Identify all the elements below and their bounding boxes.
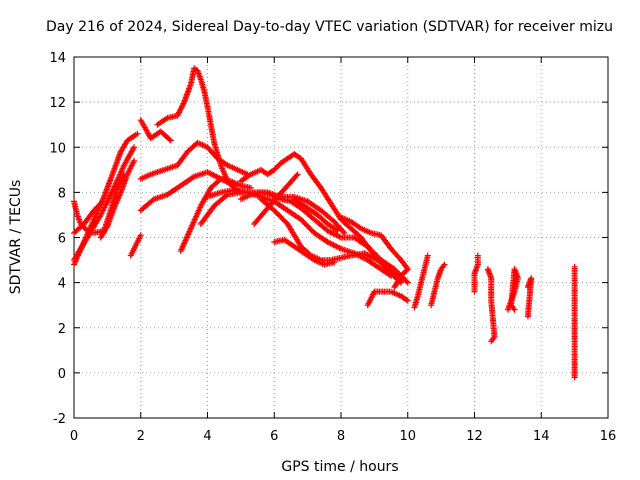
series-track-28 xyxy=(524,275,535,320)
data-point xyxy=(488,338,495,345)
data-point xyxy=(293,172,300,179)
chart-title: Day 216 of 2024, Sidereal Day-to-day VTE… xyxy=(46,19,613,35)
data-point xyxy=(93,204,100,211)
data-point xyxy=(131,157,138,164)
data-point xyxy=(424,252,431,259)
data-point xyxy=(272,165,279,172)
x-tick-label: 4 xyxy=(203,429,211,444)
data-point xyxy=(403,296,410,303)
series-track-24 xyxy=(428,261,448,309)
y-tick-label: 4 xyxy=(58,277,66,292)
series-track-18 xyxy=(251,171,301,227)
series-track-22 xyxy=(391,266,411,291)
x-tick-label: 16 xyxy=(600,429,617,444)
series-track-9 xyxy=(137,139,251,182)
plot-frame xyxy=(73,56,609,419)
x-tick-label: 10 xyxy=(399,429,416,444)
data-point xyxy=(398,272,405,279)
series-track-7 xyxy=(137,117,174,144)
x-tick-label: 2 xyxy=(137,429,145,444)
series-track-26 xyxy=(484,266,498,345)
x-tick-label: 0 xyxy=(70,429,78,444)
data-point xyxy=(273,164,280,171)
data-point xyxy=(149,197,156,204)
y-tick-label: 10 xyxy=(49,141,66,156)
x-axis-label: GPS time / hours xyxy=(281,459,398,475)
series-track-4 xyxy=(71,200,104,236)
y-tick-labels: -2 0 2 4 6 8 10 12 14 xyxy=(49,51,66,427)
series-track-2 xyxy=(71,144,138,264)
data-point xyxy=(334,227,341,234)
series-track-19 xyxy=(271,236,338,268)
data-point xyxy=(96,202,103,209)
data-point xyxy=(134,130,141,137)
data-point xyxy=(129,133,136,140)
data-point xyxy=(404,266,411,273)
data-point xyxy=(404,297,411,304)
y-tick-label: 2 xyxy=(58,322,66,337)
x-tick-label: 6 xyxy=(270,429,278,444)
data-point xyxy=(441,261,448,268)
x-tick-label: 14 xyxy=(533,429,550,444)
data-point xyxy=(275,162,282,169)
data-point xyxy=(404,279,411,286)
series-track-6 xyxy=(127,232,144,259)
data-point xyxy=(97,200,104,207)
data-point xyxy=(474,252,481,259)
data-point xyxy=(271,166,278,173)
series-track-21 xyxy=(364,288,411,309)
data-point xyxy=(331,259,338,266)
data-point xyxy=(83,226,90,233)
data-point xyxy=(167,137,174,144)
y-axis-label: SDTVAR / TECUs xyxy=(8,180,24,295)
data-point xyxy=(402,268,409,275)
data-point xyxy=(95,203,102,210)
series-track-25 xyxy=(471,252,481,295)
data-point xyxy=(524,313,531,320)
data-marks xyxy=(71,65,578,381)
y-tick-label: -2 xyxy=(53,412,66,427)
series-track-17 xyxy=(291,196,341,234)
data-point xyxy=(511,306,518,313)
x-tick-label: 8 xyxy=(337,429,345,444)
y-tick-label: 0 xyxy=(58,367,66,382)
series-track-29 xyxy=(571,263,578,381)
data-point xyxy=(294,171,301,178)
data-point xyxy=(340,228,347,235)
data-point xyxy=(137,232,144,239)
data-point xyxy=(400,270,407,277)
x-tick-label: 12 xyxy=(466,429,483,444)
data-point xyxy=(91,207,98,214)
data-point xyxy=(166,136,173,143)
data-point xyxy=(399,271,406,278)
series-track-11 xyxy=(177,175,254,255)
data-point xyxy=(571,374,578,381)
data-point xyxy=(403,267,410,274)
y-tick-label: 6 xyxy=(58,232,66,247)
data-point xyxy=(403,278,410,285)
series-track-23 xyxy=(411,252,431,311)
x-tick-labels: 0 2 4 6 8 10 12 14 16 xyxy=(70,429,616,444)
y-tick-label: 14 xyxy=(49,51,66,66)
series-track-27 xyxy=(504,266,521,313)
data-point xyxy=(189,174,196,181)
series-track-5 xyxy=(97,157,138,241)
data-point xyxy=(92,206,99,213)
y-tick-label: 8 xyxy=(58,186,66,201)
data-point xyxy=(131,144,138,151)
y-tick-label: 12 xyxy=(49,96,66,111)
